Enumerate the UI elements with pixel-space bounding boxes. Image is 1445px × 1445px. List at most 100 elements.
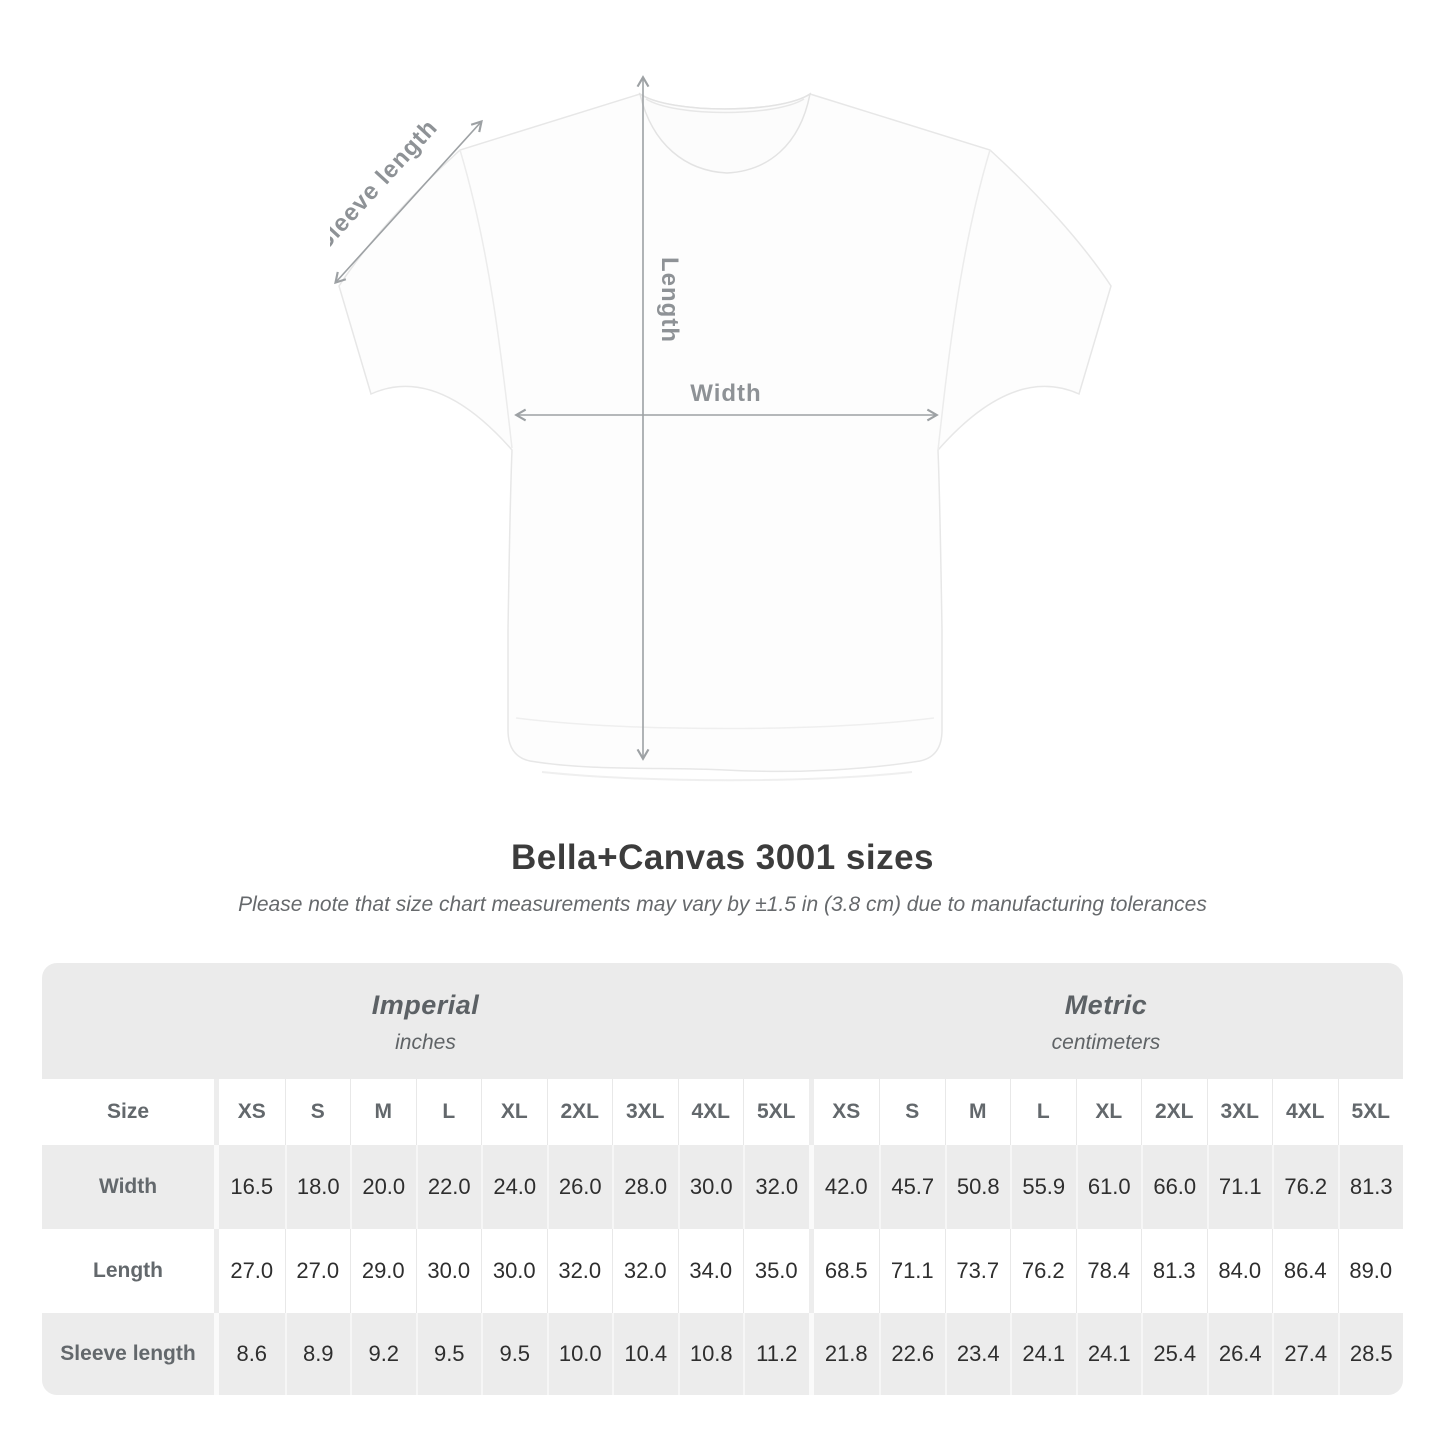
size-header-imperial-xl: XL	[481, 1079, 547, 1145]
unit-header-band: Imperial inches Metric centimeters	[42, 963, 1403, 1079]
width-metric-2xl: 66.0	[1141, 1145, 1207, 1229]
length-imperial-xs: 27.0	[219, 1229, 285, 1313]
length-metric-3xl: 84.0	[1206, 1229, 1272, 1313]
tolerance-note: Please note that size chart measurements…	[238, 893, 1207, 916]
sleeve-length-metric-xs: 21.8	[813, 1313, 879, 1395]
imperial-label: Imperial	[371, 989, 480, 1020]
sleeve-length-imperial-l: 9.5	[415, 1313, 481, 1395]
size-header-imperial-xs: XS	[219, 1079, 285, 1145]
length-metric-2xl: 81.3	[1141, 1229, 1207, 1313]
width-imperial-l: 22.0	[415, 1145, 481, 1229]
size-header-imperial-l: L	[415, 1079, 481, 1145]
tshirt-body	[338, 92, 1112, 782]
row-label-width: Width	[42, 1145, 214, 1229]
column-divider	[808, 1079, 814, 1145]
row-label-length: Length	[42, 1229, 214, 1313]
sleeve-length-metric-m: 23.4	[944, 1313, 1010, 1395]
metric-sublabel: centimeters	[1051, 1030, 1161, 1054]
column-divider	[808, 1145, 814, 1229]
sleeve-length-metric-5xl: 28.5	[1337, 1313, 1403, 1395]
width-metric-m: 50.8	[944, 1145, 1010, 1229]
length-metric-xs: 68.5	[813, 1229, 879, 1313]
size-header-imperial-4xl: 4XL	[677, 1079, 743, 1145]
tshirt-graphic: Sleeve length Length Width	[330, 75, 1112, 782]
column-divider	[808, 1313, 814, 1395]
width-imperial-s: 18.0	[284, 1145, 350, 1229]
size-header-metric-xl: XL	[1075, 1079, 1141, 1145]
column-divider	[214, 1313, 219, 1395]
size-header-metric-3xl: 3XL	[1206, 1079, 1272, 1145]
row-label-sleeve-length: Sleeve length	[42, 1313, 214, 1395]
length-metric-xl: 78.4	[1075, 1229, 1141, 1313]
length-metric-4xl: 86.4	[1272, 1229, 1338, 1313]
width-imperial-4xl: 30.0	[677, 1145, 743, 1229]
sleeve-length-imperial-2xl: 10.0	[546, 1313, 612, 1395]
width-metric-s: 45.7	[879, 1145, 945, 1229]
length-imperial-l: 30.0	[415, 1229, 481, 1313]
size-header-metric-m: M	[944, 1079, 1010, 1145]
size-header-metric-4xl: 4XL	[1272, 1079, 1338, 1145]
tshirt-measurement-diagram: Sleeve length Length Width	[330, 70, 1120, 785]
sleeve-length-metric-3xl: 26.4	[1206, 1313, 1272, 1395]
width-imperial-3xl: 28.0	[612, 1145, 678, 1229]
sleeve-length-arrow	[334, 119, 483, 285]
size-header-imperial-5xl: 5XL	[743, 1079, 809, 1145]
length-imperial-m: 29.0	[350, 1229, 416, 1313]
sleeve-length-imperial-3xl: 10.4	[612, 1313, 678, 1395]
length-imperial-4xl: 34.0	[677, 1229, 743, 1313]
width-label: Width	[690, 380, 761, 407]
length-imperial-xl: 30.0	[481, 1229, 547, 1313]
sleeve-length-imperial-4xl: 10.8	[677, 1313, 743, 1395]
size-header-imperial-m: M	[350, 1079, 416, 1145]
length-metric-l: 76.2	[1010, 1229, 1076, 1313]
length-imperial-2xl: 32.0	[546, 1229, 612, 1313]
metric-label: Metric	[1064, 989, 1148, 1020]
width-imperial-2xl: 26.0	[546, 1145, 612, 1229]
sleeve-length-metric-l: 24.1	[1010, 1313, 1076, 1395]
sleeve-length-metric-4xl: 27.4	[1272, 1313, 1338, 1395]
sleeve-length-metric-s: 22.6	[879, 1313, 945, 1395]
width-metric-xs: 42.0	[813, 1145, 879, 1229]
tshirt-collar	[638, 92, 812, 174]
length-imperial-5xl: 35.0	[743, 1229, 809, 1313]
size-header-metric-xs: XS	[813, 1079, 879, 1145]
column-divider	[214, 1145, 219, 1229]
length-metric-m: 73.7	[944, 1229, 1010, 1313]
length-metric-s: 71.1	[879, 1229, 945, 1313]
size-header-imperial-3xl: 3XL	[612, 1079, 678, 1145]
sleeve-length-imperial-m: 9.2	[350, 1313, 416, 1395]
width-metric-l: 55.9	[1010, 1145, 1076, 1229]
width-metric-3xl: 71.1	[1206, 1145, 1272, 1229]
sleeve-length-imperial-xl: 9.5	[481, 1313, 547, 1395]
size-grid: Size XS S M L XL 2XL 3XL 4XL 5XL XS S M L XL 2XL 3XL 4XL 5…	[42, 1079, 1403, 1395]
length-metric-5xl: 89.0	[1337, 1229, 1403, 1313]
size-header-metric-s: S	[879, 1079, 945, 1145]
size-header-imperial-s: S	[284, 1079, 350, 1145]
page-title: Bella+Canvas 3001 sizes	[510, 838, 935, 877]
column-divider	[214, 1229, 219, 1313]
sleeve-length-imperial-5xl: 11.2	[743, 1313, 809, 1395]
length-label: Length	[656, 257, 683, 343]
size-header-metric-2xl: 2XL	[1141, 1079, 1207, 1145]
column-divider	[214, 1079, 219, 1145]
imperial-sublabel: inches	[395, 1030, 456, 1054]
size-header-metric-l: L	[1010, 1079, 1076, 1145]
width-metric-4xl: 76.2	[1272, 1145, 1338, 1229]
width-imperial-xl: 24.0	[481, 1145, 547, 1229]
size-header-imperial-2xl: 2XL	[546, 1079, 612, 1145]
width-imperial-5xl: 32.0	[743, 1145, 809, 1229]
imperial-header: Imperial inches	[42, 963, 809, 1079]
width-imperial-xs: 16.5	[219, 1145, 285, 1229]
metric-header: Metric centimeters	[809, 963, 1403, 1079]
size-column-header: Size	[42, 1079, 214, 1145]
sleeve-length-imperial-s: 8.9	[284, 1313, 350, 1395]
sleeve-length-metric-xl: 24.1	[1075, 1313, 1141, 1395]
width-metric-5xl: 81.3	[1337, 1145, 1403, 1229]
width-metric-xl: 61.0	[1075, 1145, 1141, 1229]
column-divider	[808, 1229, 814, 1313]
length-imperial-3xl: 32.0	[612, 1229, 678, 1313]
sleeve-length-imperial-xs: 8.6	[219, 1313, 285, 1395]
size-table: Imperial inches Metric centimeters Size X…	[42, 963, 1403, 1395]
size-header-metric-5xl: 5XL	[1337, 1079, 1403, 1145]
width-imperial-m: 20.0	[350, 1145, 416, 1229]
